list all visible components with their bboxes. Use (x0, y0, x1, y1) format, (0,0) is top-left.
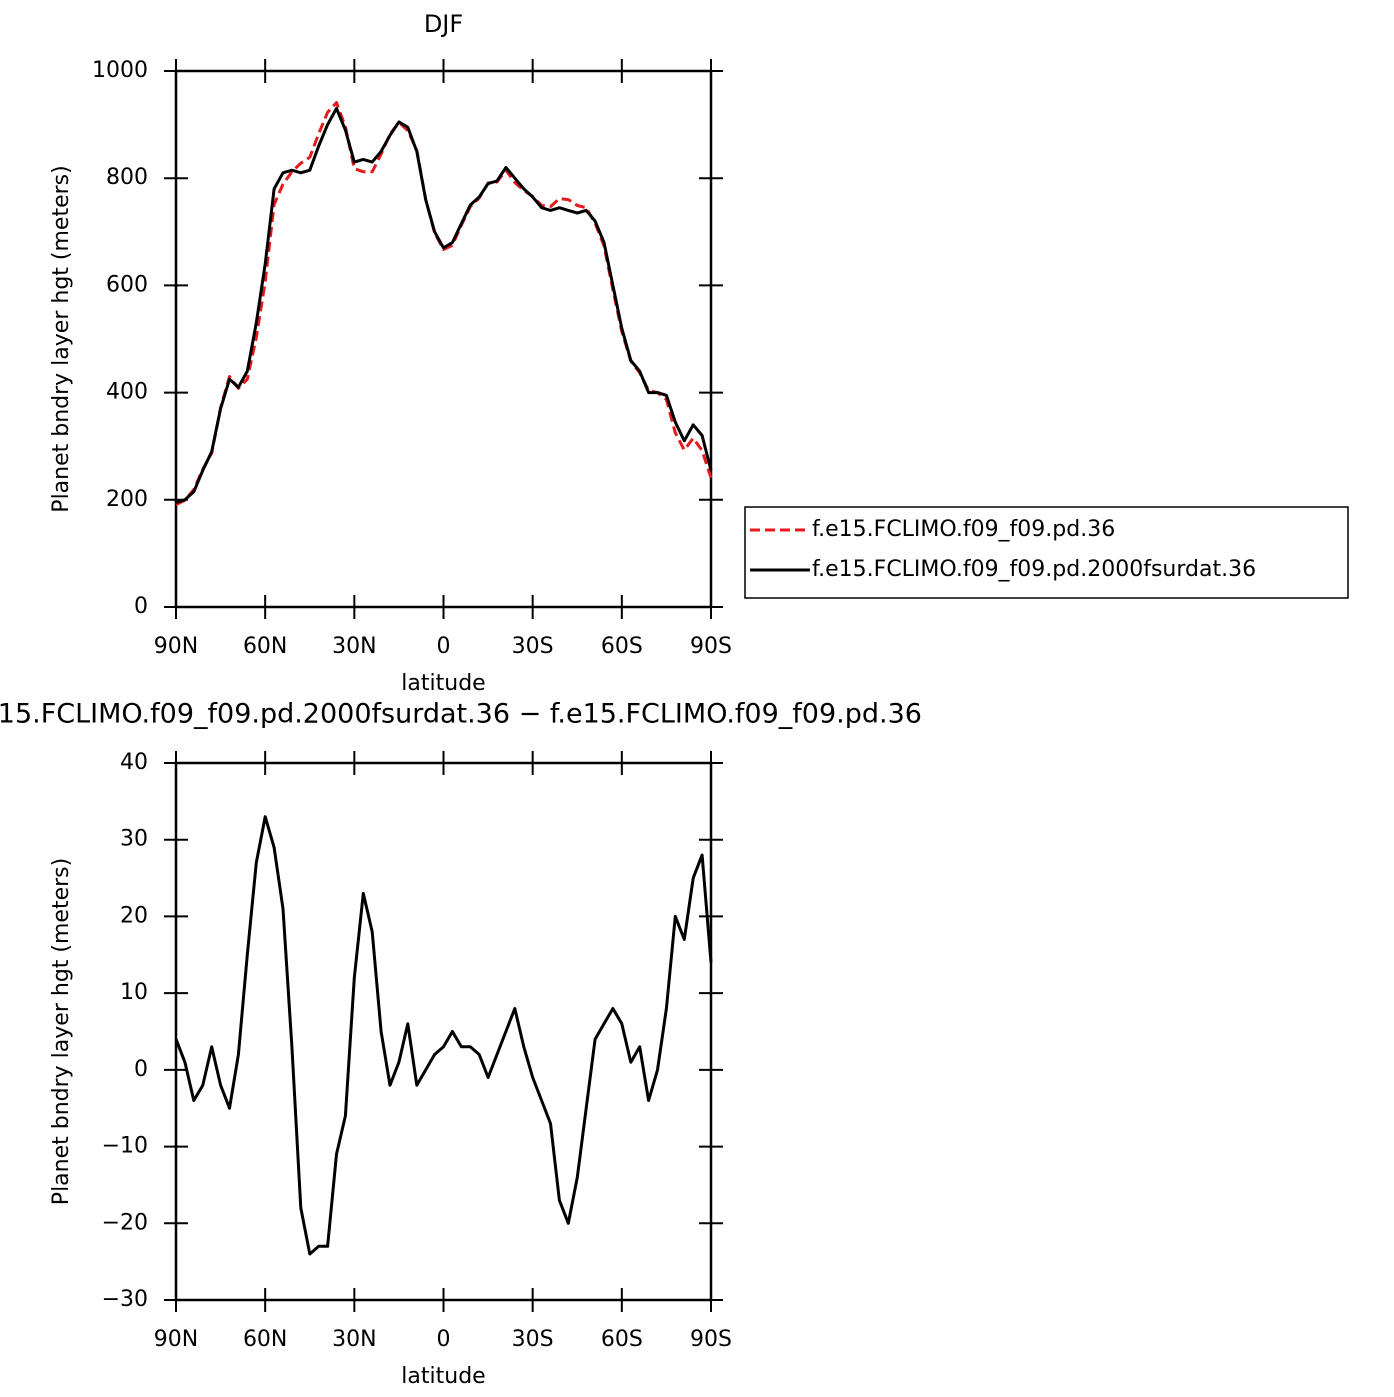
y-tick-label: 400 (106, 380, 148, 405)
x-tick-label: 90N (154, 634, 198, 659)
series-line (174, 815, 713, 1256)
x-tick-label: 30S (512, 1327, 554, 1352)
legend-label: f.e15.FCLIMO.f09_f09.pd.36 (812, 517, 1115, 542)
series-line (175, 101, 713, 506)
x-tick-label: 30N (332, 634, 376, 659)
x-axis-label: latitude (401, 671, 485, 696)
y-tick-label: 10 (120, 980, 148, 1005)
y-tick-label: 800 (106, 165, 148, 190)
x-tick-label: 60S (601, 1327, 643, 1352)
x-tick-label: 90N (154, 1327, 198, 1352)
x-tick-label: 0 (437, 1327, 451, 1352)
legend: f.e15.FCLIMO.f09_f09.pd.36 f.e15.FCLIMO.f… (744, 506, 1349, 599)
y-tick-label: −20 (102, 1210, 148, 1235)
y-tick-label: −30 (102, 1287, 148, 1312)
series-line (175, 107, 713, 504)
x-tick-label: 0 (437, 634, 451, 659)
x-tick-label: 60N (243, 1327, 287, 1352)
x-tick-label: 90S (690, 634, 732, 659)
chart-title: DJF (424, 10, 463, 38)
y-tick-label: −10 (102, 1134, 148, 1159)
chart-title: f.e15.FCLIMO.f09_f09.pd.2000fsurdat.36 −… (0, 699, 922, 730)
y-tick-label: 40 (120, 750, 148, 775)
x-tick-label: 60S (601, 634, 643, 659)
x-axis-label: latitude (401, 1364, 485, 1389)
y-axis-label: Planet bndry layer hgt (meters) (49, 165, 74, 512)
y-axis-label: Planet bndry layer hgt (meters) (49, 858, 74, 1205)
y-tick-label: 1000 (92, 58, 148, 83)
x-tick-label: 60N (243, 634, 287, 659)
y-tick-label: 0 (134, 1057, 148, 1082)
x-tick-label: 30N (332, 1327, 376, 1352)
x-tick-label: 30S (512, 634, 554, 659)
y-tick-label: 600 (106, 272, 148, 297)
y-tick-label: 20 (120, 903, 148, 928)
y-tick-label: 30 (120, 827, 148, 852)
legend-box (744, 506, 1349, 599)
x-tick-label: 90S (690, 1327, 732, 1352)
y-tick-label: 200 (106, 487, 148, 512)
plot-area (174, 761, 713, 1302)
y-tick-label: 0 (134, 594, 148, 619)
legend-label: f.e15.FCLIMO.f09_f09.pd.2000fsurdat.36 (812, 557, 1256, 582)
